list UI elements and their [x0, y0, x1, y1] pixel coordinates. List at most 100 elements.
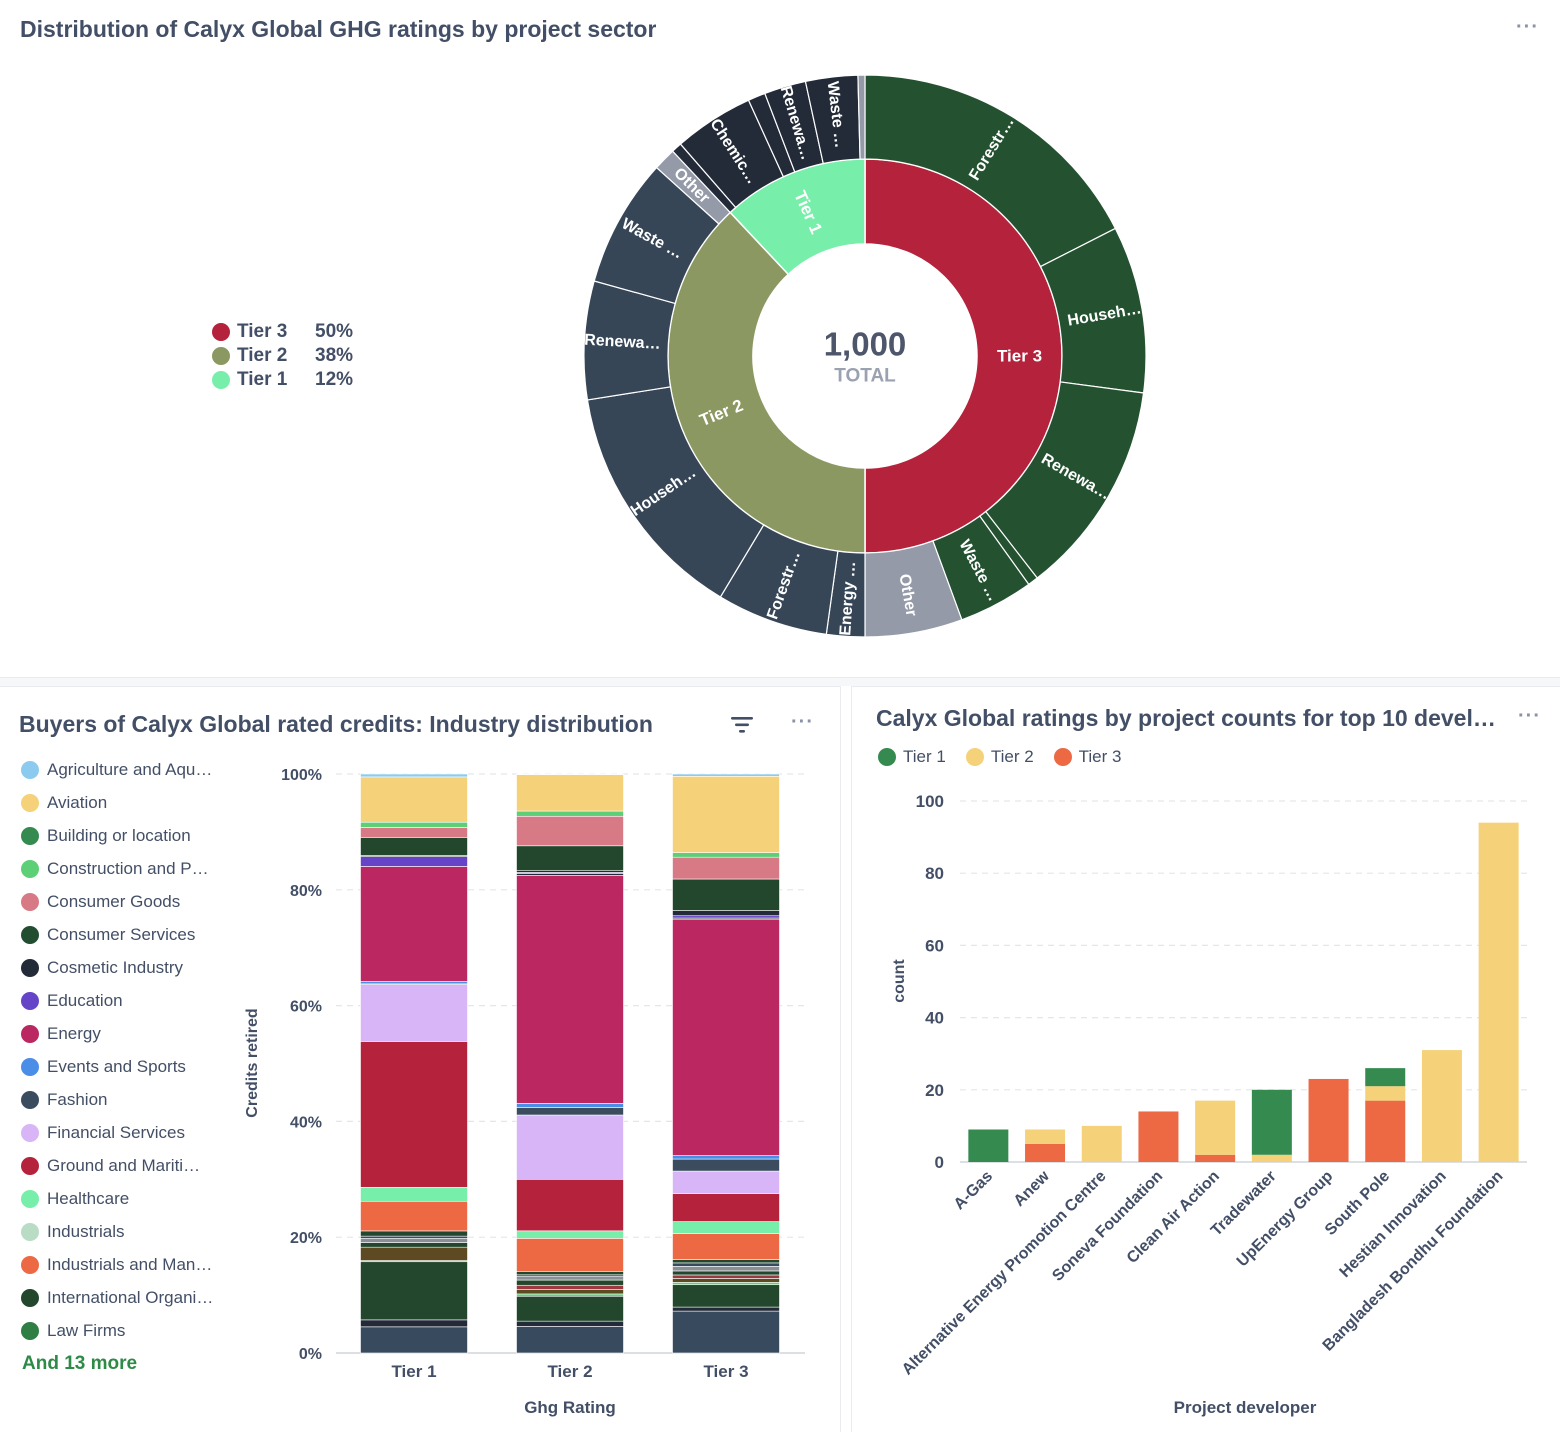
bar-segment[interactable] — [516, 1271, 624, 1276]
bar-segment[interactable] — [672, 852, 780, 858]
bar-segment[interactable] — [1365, 1068, 1406, 1087]
bar-segment[interactable] — [672, 1158, 780, 1172]
bar-segment[interactable] — [516, 845, 624, 871]
bar-segment[interactable] — [672, 1270, 780, 1276]
bar-segment[interactable] — [672, 1170, 780, 1194]
bar-segment[interactable] — [360, 1242, 468, 1248]
bar-segment[interactable] — [1478, 822, 1519, 1162]
legend-item[interactable]: Consumer Goods — [21, 885, 226, 918]
bar-segment[interactable] — [360, 984, 468, 1042]
legend-item-tier-1[interactable]: Tier 1 — [878, 747, 946, 767]
bar-segment[interactable] — [516, 810, 624, 817]
bar-segment[interactable] — [672, 1155, 780, 1160]
bar-segment[interactable] — [516, 1103, 624, 1108]
bar-segment[interactable] — [516, 815, 624, 847]
bar-segment[interactable] — [360, 827, 468, 838]
bar-segment[interactable] — [516, 1178, 624, 1232]
bar-segment[interactable] — [672, 856, 780, 880]
bar-segment[interactable] — [516, 1293, 624, 1297]
bar-segment[interactable] — [516, 1230, 624, 1239]
legend-item-tier-2[interactable]: Tier 2 — [965, 747, 1034, 767]
bar-segment[interactable] — [672, 1284, 780, 1308]
bar-segment[interactable] — [672, 1259, 780, 1264]
bar-segment[interactable] — [360, 1200, 468, 1232]
bar-segment[interactable] — [360, 1230, 468, 1237]
bar-segment[interactable] — [516, 1279, 624, 1286]
bar-segment[interactable] — [672, 1262, 780, 1267]
legend-item[interactable]: Energy — [21, 1017, 226, 1050]
bar-segment[interactable] — [672, 775, 780, 853]
legend-item[interactable]: Fashion — [21, 1083, 226, 1116]
bar-segment[interactable] — [360, 1261, 468, 1321]
bar-segment[interactable] — [1138, 1111, 1179, 1162]
bar-segment[interactable] — [672, 1221, 780, 1234]
legend-item[interactable]: Events and Sports — [21, 1050, 226, 1083]
sunburst-outer-segment[interactable] — [857, 74, 866, 160]
show-more-link[interactable]: And 13 more — [22, 1353, 138, 1374]
bar-segment[interactable] — [672, 1274, 780, 1279]
bar-segment[interactable] — [360, 856, 468, 867]
legend-item[interactable]: Education — [21, 984, 226, 1017]
bar-segment[interactable] — [1025, 1143, 1066, 1162]
bar-segment[interactable] — [360, 1235, 468, 1239]
legend-item-tier-2[interactable]: Tier 2 38% — [212, 344, 353, 368]
bar-segment[interactable] — [360, 837, 468, 856]
bar-segment[interactable] — [1421, 1050, 1462, 1162]
bar-segment[interactable] — [672, 910, 780, 917]
bar-segment[interactable] — [516, 1284, 624, 1290]
bar-segment[interactable] — [672, 918, 780, 1156]
bar-segment[interactable] — [360, 1187, 468, 1202]
bar-segment[interactable] — [516, 1238, 624, 1272]
bar-segment[interactable] — [360, 1041, 468, 1188]
bar-segment[interactable] — [968, 1129, 1009, 1162]
bar-segment[interactable] — [360, 1238, 468, 1243]
more-options-icon[interactable]: ··· — [1518, 705, 1541, 727]
legend-item-tier-3[interactable]: Tier 3 — [1053, 747, 1121, 767]
bar-segment[interactable] — [516, 875, 624, 1104]
more-options-icon[interactable]: ··· — [791, 711, 814, 733]
bar-segment[interactable] — [516, 1326, 624, 1354]
bar-segment[interactable] — [360, 773, 468, 778]
legend-item[interactable]: Aviation — [21, 786, 226, 819]
legend-item[interactable]: Healthcare — [21, 1182, 226, 1215]
bar-segment[interactable] — [672, 878, 780, 911]
bar-segment[interactable] — [1365, 1086, 1406, 1101]
bar-segment[interactable] — [360, 866, 468, 982]
bar-segment[interactable] — [1195, 1154, 1236, 1162]
bar-segment[interactable] — [672, 1306, 780, 1312]
filter-icon[interactable] — [730, 715, 754, 735]
legend-item[interactable]: Consumer Services — [21, 918, 226, 951]
bar-segment[interactable] — [360, 1319, 468, 1328]
bar-segment[interactable] — [516, 1114, 624, 1180]
bar-segment[interactable] — [516, 1107, 624, 1116]
more-options-icon[interactable]: ··· — [1516, 16, 1539, 38]
legend-item[interactable]: Construction and P… — [21, 852, 226, 885]
bar-segment[interactable] — [1195, 1100, 1236, 1155]
bar-segment[interactable] — [672, 1233, 780, 1260]
bar-segment[interactable] — [672, 1193, 780, 1222]
legend-item-tier-3[interactable]: Tier 3 50% — [212, 320, 353, 344]
legend-item[interactable]: Industrials — [21, 1215, 226, 1248]
bar-segment[interactable] — [672, 773, 780, 777]
bar-segment[interactable] — [360, 1326, 468, 1354]
bar-segment[interactable] — [360, 821, 468, 828]
bar-segment[interactable] — [1081, 1125, 1122, 1162]
legend-item[interactable]: Law Firms — [21, 1314, 226, 1347]
bar-segment[interactable] — [672, 1278, 780, 1283]
bar-segment[interactable] — [516, 774, 624, 812]
legend-item[interactable]: International Organi… — [21, 1281, 226, 1314]
bar-segment[interactable] — [1251, 1089, 1292, 1155]
bar-segment[interactable] — [1251, 1154, 1292, 1162]
legend-item[interactable]: Ground and Mariti… — [21, 1149, 226, 1182]
legend-item[interactable]: Building or location — [21, 819, 226, 852]
bar-segment[interactable] — [1308, 1078, 1349, 1162]
bar-segment[interactable] — [516, 1289, 624, 1295]
bar-segment[interactable] — [360, 776, 468, 823]
bar-segment[interactable] — [672, 915, 780, 919]
bar-segment[interactable] — [672, 1282, 780, 1286]
legend-item[interactable]: Cosmetic Industry — [21, 951, 226, 984]
bar-segment[interactable] — [360, 1246, 468, 1261]
bar-segment[interactable] — [516, 1295, 624, 1322]
legend-item[interactable]: Agriculture and Aqu… — [21, 753, 226, 786]
legend-item[interactable]: Industrials and Man… — [21, 1248, 226, 1281]
